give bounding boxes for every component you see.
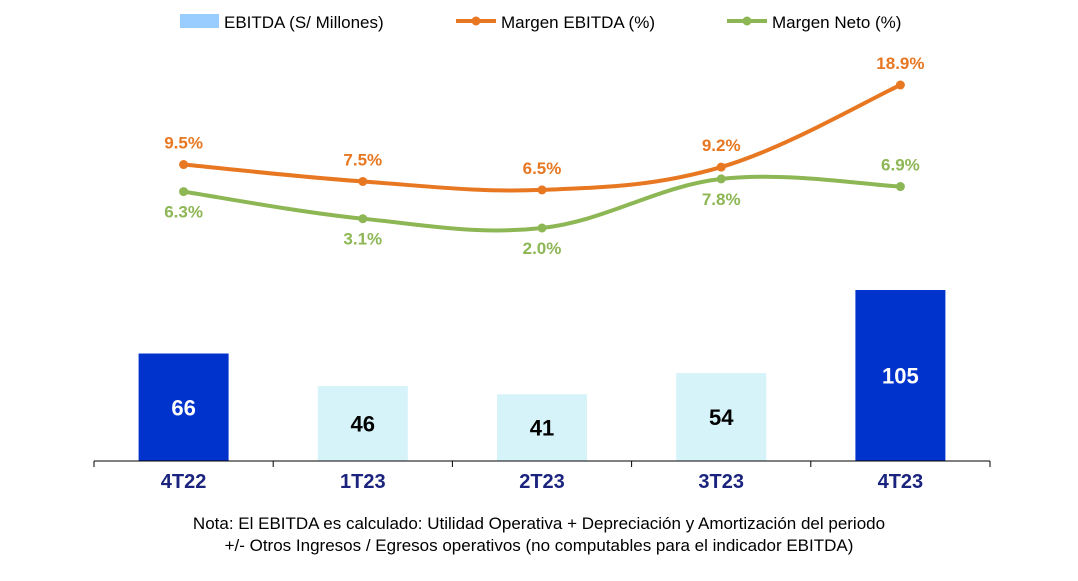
chart-legend: EBITDA (S/ Millones) Margen EBITDA (%) M… bbox=[180, 13, 901, 32]
bar-3t23 bbox=[676, 373, 767, 461]
margen-ebitda-data-label: 9.5% bbox=[164, 134, 203, 153]
bar-2t23 bbox=[497, 394, 587, 461]
ebitda-bars: 66 46 41 54 105 bbox=[138, 290, 946, 461]
margen-neto-point bbox=[895, 182, 905, 192]
margen-ebitda-data-label: 9.2% bbox=[702, 136, 741, 155]
legend-swatch-ebitda bbox=[180, 14, 219, 28]
footnote-line-2: +/- Otros Ingresos / Egresos operativos … bbox=[224, 536, 854, 555]
margen-ebitda-point bbox=[895, 80, 905, 90]
bar-4t22 bbox=[138, 353, 229, 461]
legend-label-margen-ebitda: Margen EBITDA (%) bbox=[501, 13, 655, 32]
bar-4t23 bbox=[855, 290, 946, 461]
margen-neto-data-label: 2.0% bbox=[523, 239, 562, 258]
margen-neto-point bbox=[537, 223, 547, 233]
margen-ebitda-point bbox=[358, 176, 368, 186]
x-axis: 4T22 1T23 2T23 3T23 4T23 bbox=[93, 460, 991, 493]
margen-ebitda-data-label: 6.5% bbox=[523, 159, 562, 178]
x-tick-label-4t22: 4T22 bbox=[161, 471, 207, 493]
margin-lines: 9.5% 7.5% 6.5% 9.2% 18.9% 6.3% 3.1% 2.0% 7.8% 6.9… bbox=[164, 54, 924, 258]
legend-label-ebitda: EBITDA (S/ Millones) bbox=[224, 13, 384, 32]
x-tick-label-2t23: 2T23 bbox=[519, 471, 565, 493]
x-tick-label-3t23: 3T23 bbox=[698, 471, 744, 493]
margen-neto-point bbox=[716, 174, 726, 184]
margen-ebitda-data-label: 18.9% bbox=[876, 54, 924, 73]
margen-ebitda-point bbox=[716, 162, 726, 172]
bar-value-label: 46 bbox=[351, 412, 375, 437]
bar-value-label: 105 bbox=[882, 364, 919, 389]
x-tick-label-4t23: 4T23 bbox=[878, 471, 924, 493]
margen-neto-data-label: 6.3% bbox=[164, 203, 203, 222]
bar-value-label: 41 bbox=[530, 416, 554, 441]
margen-ebitda-point bbox=[537, 185, 547, 195]
x-tick-label-1t23: 1T23 bbox=[340, 471, 386, 493]
margen-neto-data-label: 6.9% bbox=[881, 156, 920, 175]
margen-ebitda-point bbox=[179, 160, 189, 170]
footnote-line-1: Nota: El EBITDA es calculado: Utilidad O… bbox=[192, 514, 886, 533]
legend-marker-margen-ebitda bbox=[471, 16, 481, 26]
legend-label-margen-neto: Margen Neto (%) bbox=[772, 13, 901, 32]
margen-neto-data-label: 3.1% bbox=[343, 230, 382, 249]
margen-ebitda-data-label: 7.5% bbox=[343, 150, 382, 169]
footnote: Nota: El EBITDA es calculado: Utilidad O… bbox=[0, 513, 1078, 557]
bar-value-label: 54 bbox=[709, 405, 734, 430]
bar-value-label: 66 bbox=[171, 395, 195, 420]
legend-marker-margen-neto bbox=[742, 16, 752, 26]
bar-1t23 bbox=[317, 386, 408, 461]
margen-neto-point bbox=[179, 187, 189, 197]
margen-neto-point bbox=[358, 214, 368, 224]
margen-neto-data-label: 7.8% bbox=[702, 190, 741, 209]
margen-neto-line bbox=[183, 174, 901, 233]
